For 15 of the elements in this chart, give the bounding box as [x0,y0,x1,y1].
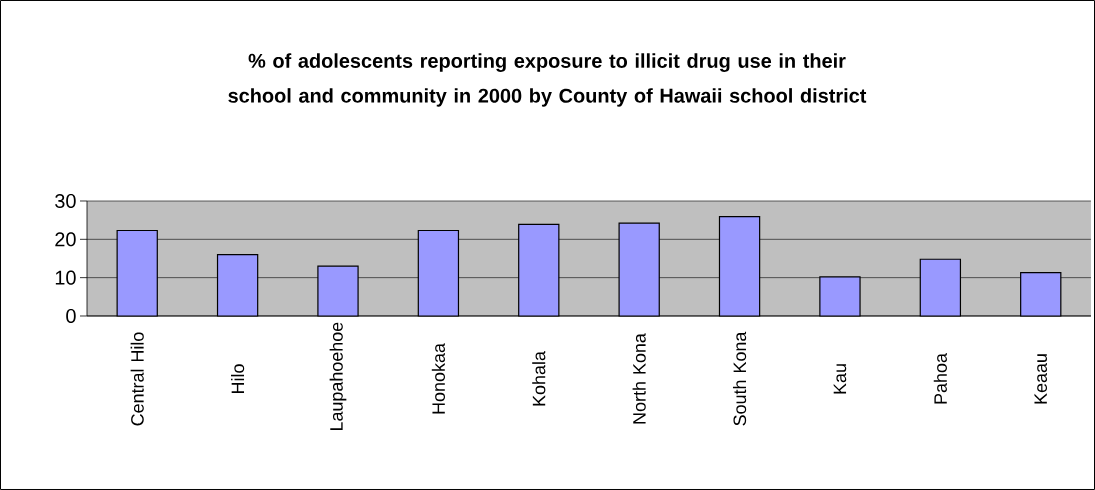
x-tick-label: Kohala [532,351,546,406]
y-tick-label: 30 [55,193,76,209]
x-tick-label: North Kona [632,333,646,424]
chart-title: % of adolescents reporting exposure to illicit drug use in their school and community in 2000 by County of Hawaii school district [228,53,867,107]
x-tick-label: South Kona [732,331,747,426]
x-tick-label: Pahoa [933,353,947,404]
x-tick-label: Keaau [1034,354,1047,404]
x-tick-label: Central Hilo [130,332,144,426]
x-tick-label: Hilo [231,364,245,393]
x-tick-label: Kau [833,364,847,394]
y-tick-label: 20 [55,232,76,247]
y-tick-label: 10 [55,270,76,285]
x-tick-label: Laupahoehoe [329,322,347,431]
x-tick-label: Honokaa [431,343,445,414]
y-tick-label: 0 [66,308,76,324]
